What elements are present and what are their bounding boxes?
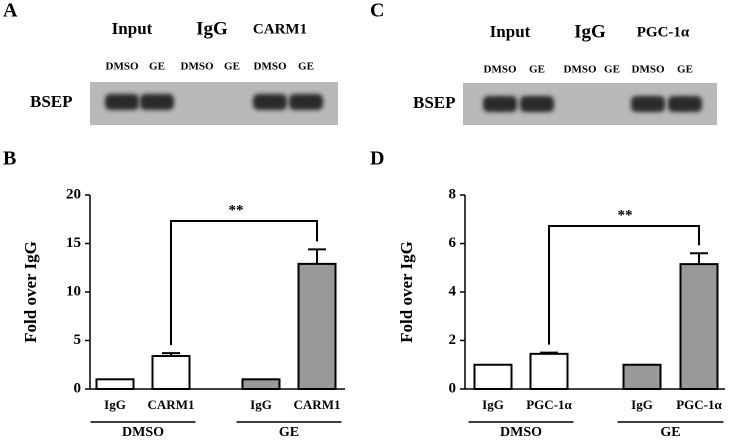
gel-band <box>668 96 702 112</box>
y-tick-label: 0 <box>74 380 82 396</box>
bar <box>241 378 281 390</box>
lane-label: GE <box>604 64 620 76</box>
x-tick-label: PGC-1α <box>526 397 572 412</box>
group-label: DMSO <box>122 425 164 440</box>
lane-label: GE <box>224 61 240 73</box>
gel-band <box>253 94 287 110</box>
bar <box>95 378 135 390</box>
panel-label: A <box>3 0 18 22</box>
panel-label: D <box>370 148 384 170</box>
gel-band <box>520 96 554 112</box>
gel-band <box>105 94 139 110</box>
lane-group-label: Input <box>490 22 531 41</box>
lane-label: DMSO <box>106 61 139 73</box>
significance-bracket <box>170 220 318 346</box>
y-tick-label: 8 <box>449 186 457 202</box>
gel-band <box>483 96 517 112</box>
lane-label: GE <box>677 64 693 76</box>
bar <box>473 363 513 390</box>
x-tick-label: IgG <box>250 397 272 412</box>
significance-label: ** <box>229 202 244 218</box>
lane-group-label: Input <box>112 19 153 38</box>
y-axis-label: Fold over IgG <box>397 241 416 343</box>
x-tick-label: IgG <box>631 397 653 412</box>
x-tick-label: IgG <box>482 397 504 412</box>
panel-label: C <box>370 0 384 22</box>
x-tick-label: CARM1 <box>148 397 195 412</box>
panel-label: B <box>3 148 16 170</box>
row-label: BSEP <box>30 92 73 111</box>
lane-group-label: PGC-1α <box>637 24 690 40</box>
group-label: DMSO <box>500 425 542 440</box>
lane-label: DMSO <box>484 64 517 76</box>
y-axis-label: Fold over IgG <box>21 241 40 343</box>
lane-label: GE <box>298 61 314 73</box>
y-tick-label: 2 <box>449 332 457 348</box>
y-tick-label: 20 <box>66 186 81 202</box>
bar <box>529 352 569 390</box>
gel-band <box>140 94 174 110</box>
x-tick-label: IgG <box>104 397 126 412</box>
y-tick-label: 6 <box>449 235 457 251</box>
lane-label: DMSO <box>181 61 214 73</box>
gel-band <box>631 96 665 112</box>
significance-bracket <box>548 225 700 345</box>
lane-group-label: IgG <box>196 18 228 39</box>
bar <box>151 355 191 390</box>
lane-label: GE <box>149 61 165 73</box>
bar <box>622 363 662 390</box>
y-tick-label: 0 <box>449 380 457 396</box>
group-label: GE <box>279 425 299 440</box>
group-label: GE <box>660 425 680 440</box>
x-tick-label: CARM1 <box>294 397 341 412</box>
row-label: BSEP <box>413 93 456 112</box>
gel-band <box>289 94 323 110</box>
y-tick-label: 10 <box>66 283 81 299</box>
y-tick-label: 4 <box>449 283 457 299</box>
significance-label: ** <box>618 207 633 223</box>
y-tick-label: 5 <box>74 332 82 348</box>
y-tick-label: 15 <box>66 235 81 251</box>
bar <box>297 262 337 390</box>
x-tick-label: PGC-1α <box>676 397 722 412</box>
lane-label: DMSO <box>632 64 665 76</box>
lane-label: DMSO <box>254 61 287 73</box>
bar <box>679 263 719 390</box>
lane-label: DMSO <box>564 64 597 76</box>
lane-group-label: CARM1 <box>253 21 307 37</box>
lane-group-label: IgG <box>574 21 606 42</box>
lane-label: GE <box>529 64 545 76</box>
